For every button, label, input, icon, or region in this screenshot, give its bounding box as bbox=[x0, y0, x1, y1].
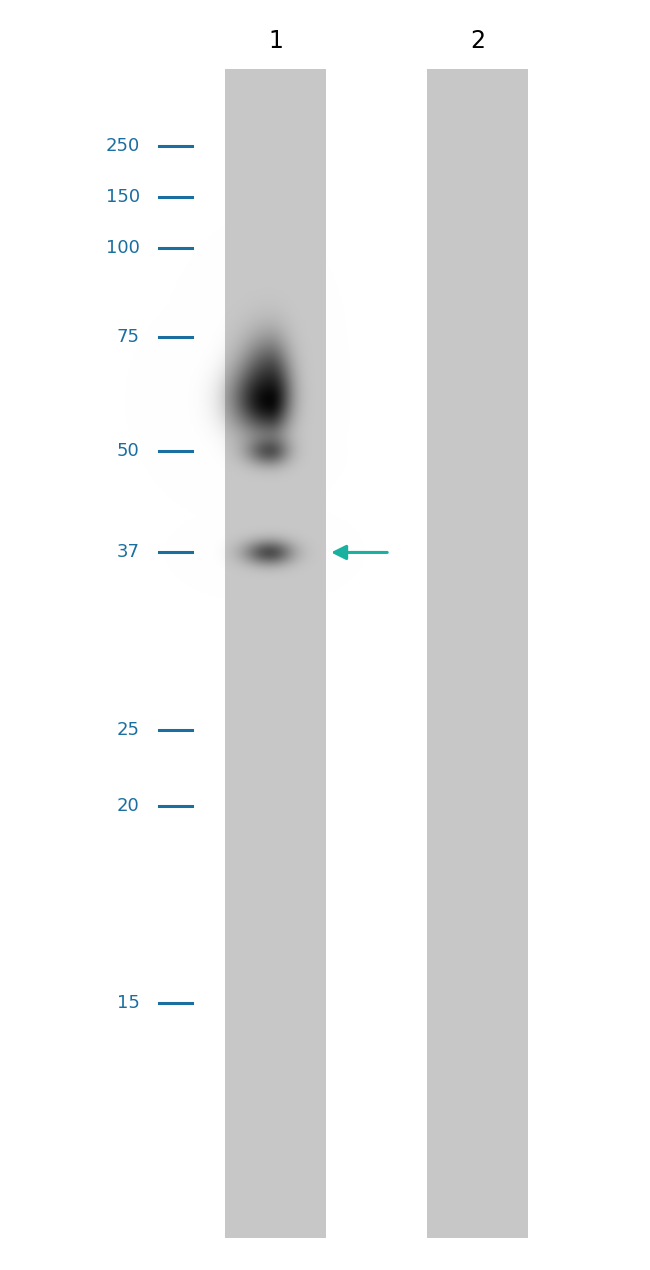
Text: 50: 50 bbox=[117, 442, 140, 460]
Text: 20: 20 bbox=[117, 798, 140, 815]
Text: 2: 2 bbox=[470, 29, 486, 52]
Text: 1: 1 bbox=[269, 29, 283, 52]
Text: 250: 250 bbox=[105, 137, 140, 155]
Text: 100: 100 bbox=[106, 239, 140, 257]
Text: 37: 37 bbox=[117, 544, 140, 561]
Text: 15: 15 bbox=[117, 994, 140, 1012]
Bar bbox=[226, 70, 326, 1238]
Bar bbox=[428, 70, 528, 1238]
Text: 150: 150 bbox=[105, 188, 140, 206]
Text: 25: 25 bbox=[117, 721, 140, 739]
Text: 75: 75 bbox=[117, 328, 140, 345]
